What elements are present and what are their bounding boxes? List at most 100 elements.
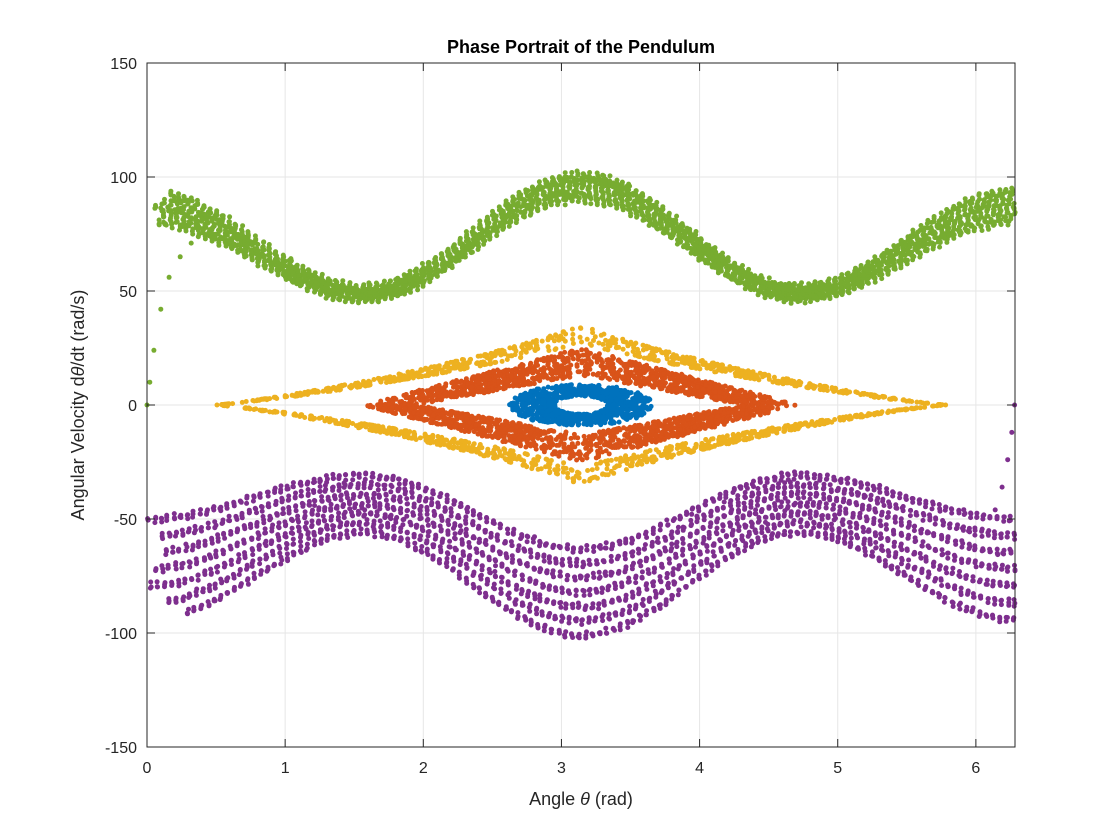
data-point-orange (495, 425, 500, 431)
data-point-yellow (657, 347, 662, 353)
data-point-yellow (585, 468, 591, 473)
data-point-yellow (477, 442, 483, 447)
data-point-yellow (570, 341, 576, 346)
data-point-orange (675, 434, 680, 440)
data-point-orange (476, 427, 482, 433)
data-point-orange (637, 428, 643, 433)
data-point-orange (586, 434, 592, 440)
data-point-orange (694, 411, 700, 417)
data-point-orange (439, 387, 445, 393)
data-point-orange (547, 428, 553, 434)
data-point-yellow (310, 388, 316, 394)
data-point-yellow (600, 341, 606, 347)
data-point-yellow (570, 331, 576, 337)
data-point-yellow (569, 326, 575, 332)
data-point-yellow (589, 467, 595, 473)
data-point-orange (500, 422, 506, 428)
data-point-yellow (594, 466, 600, 471)
data-point-orange (475, 389, 481, 395)
data-point-orange (661, 371, 667, 377)
data-point-yellow (403, 432, 409, 438)
data-point-yellow (356, 384, 362, 390)
data-point-orange (490, 388, 496, 394)
data-point-orange (430, 412, 436, 418)
data-point-orange (558, 367, 564, 373)
data-point-yellow (710, 436, 716, 442)
data-point-yellow (478, 353, 484, 359)
data-point-yellow (747, 373, 753, 379)
data-point-yellow (419, 367, 425, 373)
data-point-orange (428, 420, 434, 426)
data-point-orange (529, 436, 535, 442)
data-point-orange (623, 369, 629, 374)
data-point-yellow (505, 353, 511, 359)
data-point-blue (519, 401, 525, 407)
data-point-orange (386, 397, 392, 403)
data-point-orange (653, 365, 659, 371)
data-point-orange (756, 409, 762, 415)
data-point-yellow (788, 427, 793, 433)
data-point-yellow (434, 440, 440, 446)
data-point-yellow (219, 402, 225, 407)
data-point-orange (564, 365, 570, 371)
data-point-yellow (602, 346, 608, 352)
data-point-orange (621, 363, 627, 369)
data-point-yellow (690, 365, 696, 370)
data-point-yellow (371, 377, 377, 382)
data-point-orange (487, 428, 493, 434)
data-point-orange (631, 438, 637, 444)
data-point-orange (649, 439, 655, 445)
data-point-yellow (664, 353, 669, 359)
data-point-yellow (551, 338, 557, 344)
data-point-yellow (500, 351, 506, 357)
data-point-yellow (924, 400, 930, 406)
data-point-yellow (666, 453, 672, 459)
data-point-orange (610, 356, 616, 362)
data-point-yellow (348, 385, 354, 391)
data-point-orange (420, 407, 426, 413)
data-point-blue (624, 407, 630, 413)
data-point-orange (461, 390, 467, 396)
data-point-yellow (435, 434, 441, 439)
data-point-yellow (739, 371, 745, 377)
data-point-blue (631, 401, 637, 407)
data-point-orange (671, 415, 677, 421)
data-point-orange (506, 367, 512, 373)
data-point-orange (517, 364, 523, 370)
data-point-orange (574, 363, 580, 369)
data-point-orange (752, 399, 758, 405)
data-point-yellow (807, 381, 813, 387)
data-point-orange (545, 435, 551, 441)
data-point-orange (514, 424, 520, 430)
data-point-yellow (524, 452, 530, 458)
data-point-orange (408, 414, 414, 420)
data-point-orange (530, 367, 536, 373)
data-point-orange (675, 388, 681, 393)
data-point-yellow (239, 399, 245, 405)
data-point-yellow (376, 376, 382, 381)
data-point-yellow (246, 405, 252, 411)
data-point-yellow (899, 407, 905, 413)
data-point-orange (488, 433, 494, 439)
data-point-yellow (358, 423, 364, 429)
data-point-orange (403, 395, 409, 401)
data-point-orange (569, 444, 575, 450)
data-point-blue (526, 400, 532, 406)
data-point-yellow (436, 363, 442, 369)
data-point-yellow (637, 354, 643, 360)
data-point-orange (586, 363, 592, 369)
data-point-orange (467, 426, 473, 432)
data-point-orange (473, 422, 478, 428)
data-point-yellow (460, 366, 466, 372)
data-point-orange (527, 431, 533, 437)
data-point-yellow (281, 411, 287, 417)
data-point-orange (526, 369, 532, 375)
data-point-blue (537, 418, 543, 424)
data-point-yellow (367, 382, 373, 388)
data-point-blue (546, 393, 552, 399)
data-point-blue (585, 389, 591, 395)
data-point-yellow (747, 431, 753, 437)
data-point-orange (584, 444, 590, 450)
data-point-yellow (629, 463, 635, 469)
data-point-orange (605, 441, 611, 446)
